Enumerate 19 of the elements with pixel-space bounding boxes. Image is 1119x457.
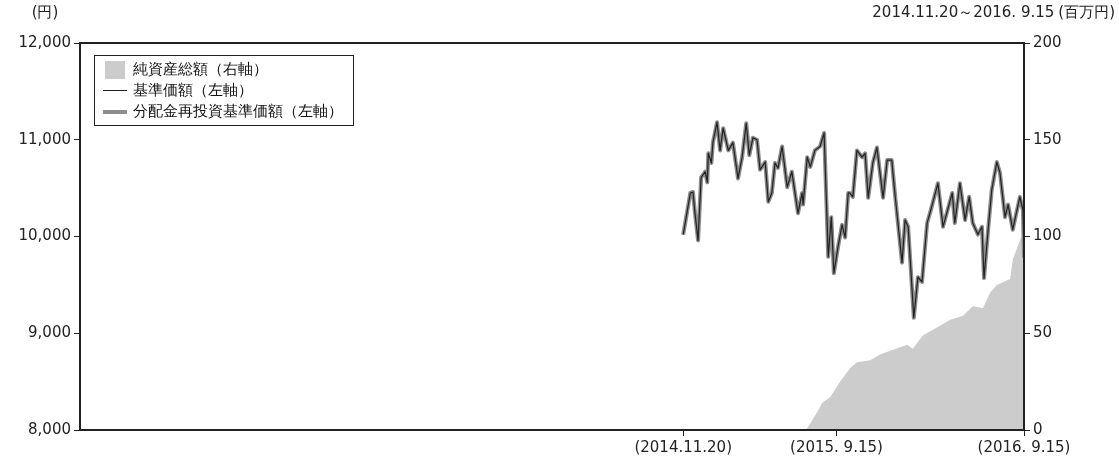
y-tick-label: 11,000 — [18, 129, 71, 148]
legend-label: 分配金再投資基準価額（左軸） — [133, 101, 343, 122]
y-tick-label: 10,000 — [18, 226, 71, 245]
y2-tick-label: 150 — [1033, 129, 1062, 148]
legend-label: 純資産総額（右軸） — [133, 59, 268, 80]
y-tick-label: 9,000 — [28, 323, 71, 342]
y2-tick-label: 200 — [1033, 32, 1062, 51]
x-tick-label: (2014.11.20) — [634, 437, 732, 456]
y2-tick-label: 50 — [1033, 323, 1053, 342]
x-tick-label: (2016. 9.15) — [977, 437, 1071, 456]
x-tick-label: (2015. 9.15) — [790, 437, 883, 456]
y2-axis-title: (百万円) — [1058, 3, 1115, 21]
y-tick-label: 8,000 — [28, 419, 71, 438]
y-axis-title: (円) — [31, 3, 59, 21]
y2-tick-label: 100 — [1033, 226, 1062, 245]
chart-subtitle: 2014.11.20～2016. 9.15 — [872, 3, 1055, 21]
y-tick-label: 12,000 — [18, 32, 71, 51]
y2-tick-label: 0 — [1033, 419, 1043, 438]
legend-label: 基準価額（左軸） — [133, 80, 253, 101]
